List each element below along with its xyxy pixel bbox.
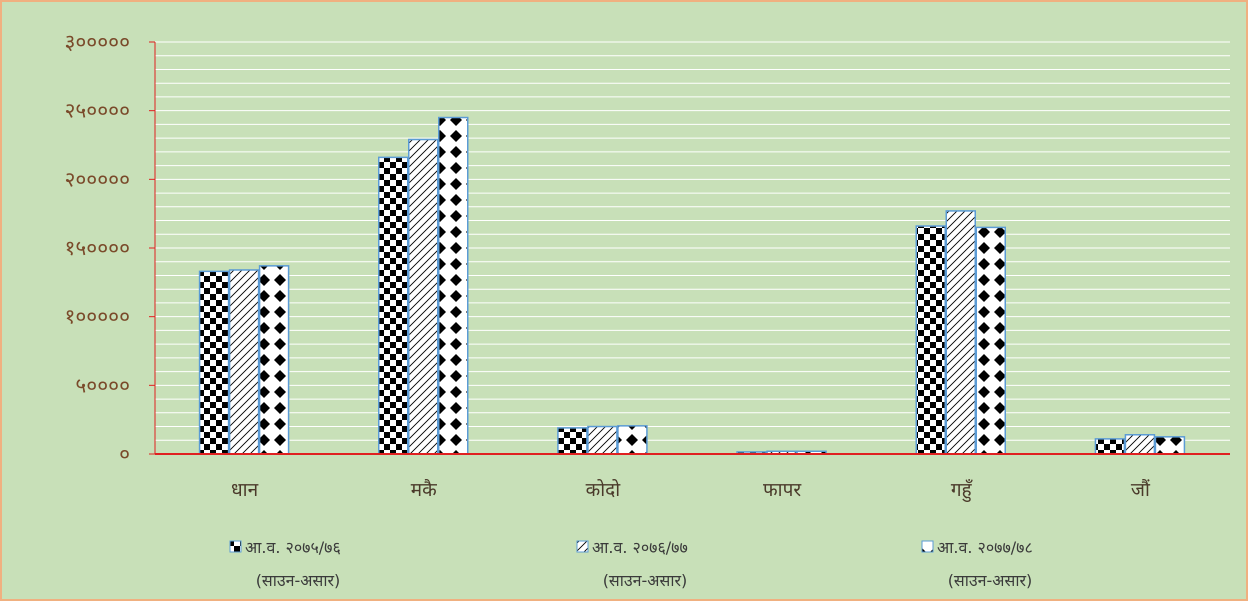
bar bbox=[557, 427, 588, 455]
y-tick-label: १५०००० bbox=[64, 236, 130, 260]
legend-sublabel: (साउन-असार) bbox=[948, 571, 1033, 590]
legend-sublabel: (साउन-असार) bbox=[256, 571, 341, 590]
x-tick-label: फापर bbox=[763, 479, 802, 501]
x-tick-label: कोदो bbox=[586, 478, 622, 501]
bar bbox=[975, 226, 1006, 455]
y-tick-label: ३००००० bbox=[64, 30, 130, 54]
bar bbox=[587, 425, 618, 455]
bar bbox=[915, 225, 946, 455]
legend-swatch bbox=[576, 540, 589, 553]
x-tick-label: मकै bbox=[411, 478, 437, 501]
bar bbox=[945, 210, 976, 455]
bar bbox=[408, 138, 439, 455]
y-tick-label: २००००० bbox=[64, 167, 130, 191]
bar bbox=[1124, 434, 1156, 455]
x-tick-label: धान bbox=[231, 479, 259, 501]
bar bbox=[617, 425, 648, 455]
legend-label: आ.व. २०७६/७७ bbox=[592, 538, 688, 557]
legend-sublabel: (साउन-असार) bbox=[603, 571, 688, 590]
bar bbox=[378, 156, 409, 455]
y-tick-label: २५०००० bbox=[64, 99, 130, 123]
legend-swatch bbox=[921, 540, 934, 553]
y-tick-label: १००००० bbox=[64, 305, 130, 329]
y-tick-label: ० bbox=[119, 442, 130, 466]
y-tick-label: ५०००० bbox=[75, 373, 130, 397]
x-tick-label: जौं bbox=[1131, 478, 1151, 501]
bar bbox=[1154, 436, 1186, 455]
bar bbox=[228, 269, 260, 455]
bar bbox=[438, 116, 469, 455]
legend-swatch bbox=[229, 540, 242, 553]
bar bbox=[1094, 438, 1126, 455]
legend-label: आ.व. २०७७/७८ bbox=[937, 538, 1033, 557]
bar bbox=[198, 270, 230, 455]
bar bbox=[258, 265, 290, 455]
legend-label: आ.व. २०७५/७६ bbox=[245, 538, 341, 557]
x-tick-label: गहुँ bbox=[951, 478, 973, 503]
